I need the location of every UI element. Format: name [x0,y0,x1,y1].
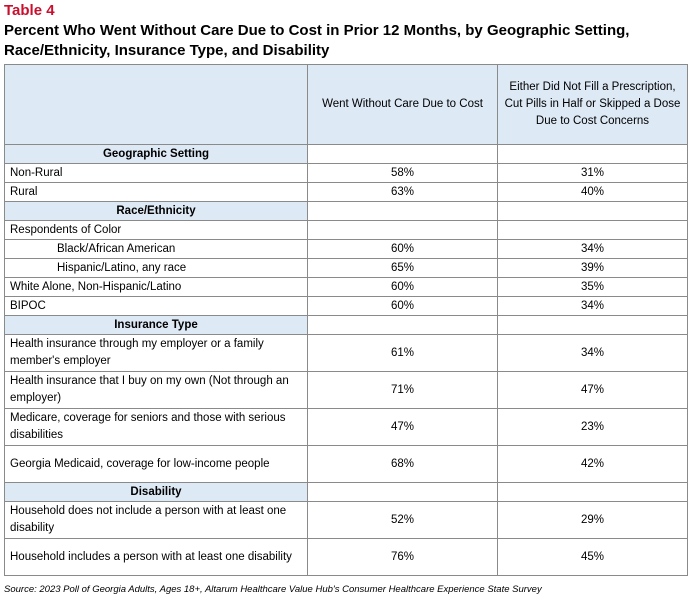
section-row: Insurance Type [4,315,688,335]
table-row: Medicare, coverage for seniors and those… [4,408,688,446]
table-row: Rural 63% 40% [4,182,688,202]
value-cell: 34% [497,239,688,259]
row-label: Respondents of Color [4,220,308,240]
row-label: Rural [4,182,308,202]
value-cell: 65% [307,258,498,278]
section-geographic-setting: Geographic Setting [4,144,308,164]
table-label: Table 4 [4,2,55,19]
header-prescription: Either Did Not Fill a Prescription, Cut … [497,64,688,145]
table-row: Black/African American 60% 34% [4,239,688,259]
section-row: Geographic Setting [4,144,688,164]
row-label: Non-Rural [4,163,308,183]
table-row: BIPOC 60% 34% [4,296,688,316]
header-blank [4,64,308,145]
row-label: Household includes a person with at leas… [4,538,308,576]
section-row: Disability [4,482,688,502]
value-cell: 60% [307,239,498,259]
header-row: Went Without Care Due to Cost Either Did… [4,64,688,145]
table-title: Percent Who Went Without Care Due to Cos… [4,22,630,59]
table-row: Health insurance that I buy on my own (N… [4,371,688,409]
value-cell: 52% [307,501,498,539]
section-race-ethnicity: Race/Ethnicity [4,201,308,221]
section-insurance-type: Insurance Type [4,315,308,335]
row-label: Health insurance that I buy on my own (N… [4,371,308,409]
value-cell: 42% [497,445,688,483]
value-cell: 60% [307,296,498,316]
value-cell: 29% [497,501,688,539]
value-cell: 60% [307,277,498,297]
row-label: Medicare, coverage for seniors and those… [4,408,308,446]
value-cell: 39% [497,258,688,278]
source-note: Source: 2023 Poll of Georgia Adults, Age… [4,584,542,595]
value-cell: 58% [307,163,498,183]
value-cell: 34% [497,296,688,316]
value-cell: 47% [307,408,498,446]
row-label: Hispanic/Latino, any race [4,258,308,278]
header-went-without-care: Went Without Care Due to Cost [307,64,498,145]
row-label: Black/African American [4,239,308,259]
row-label: Health insurance through my employer or … [4,334,308,372]
table-row: Household includes a person with at leas… [4,538,688,576]
table-row: Hispanic/Latino, any race 65% 39% [4,258,688,278]
value-cell: 76% [307,538,498,576]
value-cell: 23% [497,408,688,446]
section-row: Race/Ethnicity [4,201,688,221]
table-row: Household does not include a person with… [4,501,688,539]
data-table: Went Without Care Due to Cost Either Did… [4,64,688,576]
value-cell: 31% [497,163,688,183]
table-row: Respondents of Color [4,220,688,240]
row-label: White Alone, Non-Hispanic/Latino [4,277,308,297]
value-cell: 40% [497,182,688,202]
row-label: BIPOC [4,296,308,316]
value-cell: 47% [497,371,688,409]
table-row: Non-Rural 58% 31% [4,163,688,183]
value-cell: 45% [497,538,688,576]
table-row: White Alone, Non-Hispanic/Latino 60% 35% [4,277,688,297]
row-label: Household does not include a person with… [4,501,308,539]
table-row: Health insurance through my employer or … [4,334,688,372]
value-cell: 61% [307,334,498,372]
value-cell: 68% [307,445,498,483]
section-disability: Disability [4,482,308,502]
value-cell: 35% [497,277,688,297]
table-row: Georgia Medicaid, coverage for low-incom… [4,445,688,483]
row-label: Georgia Medicaid, coverage for low-incom… [4,445,308,483]
value-cell: 71% [307,371,498,409]
value-cell: 63% [307,182,498,202]
value-cell: 34% [497,334,688,372]
